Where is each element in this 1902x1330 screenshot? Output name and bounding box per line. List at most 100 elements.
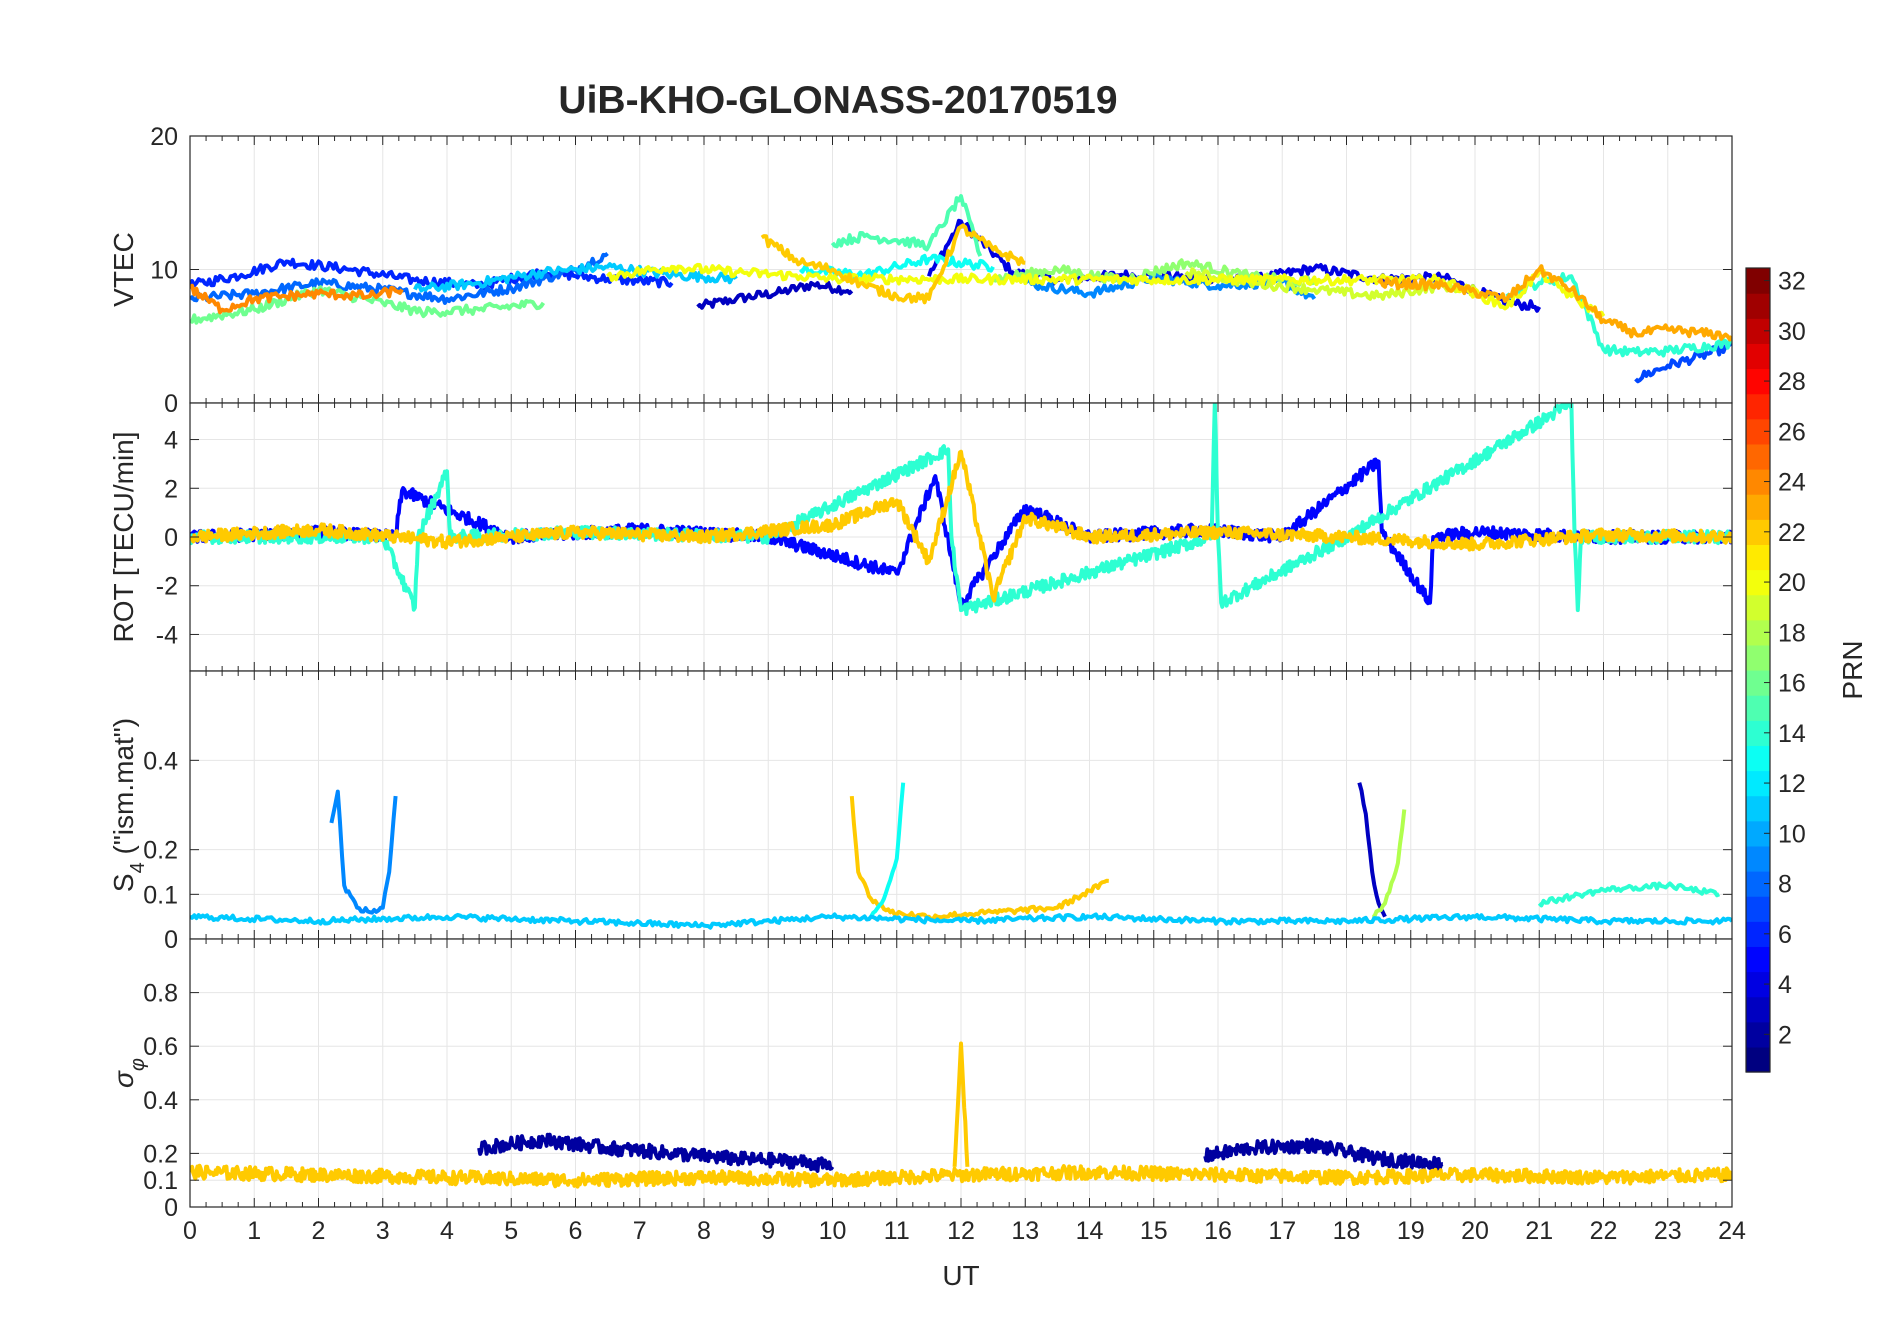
colorbar-tick-label: 32 xyxy=(1778,268,1806,296)
x-tick-label: 12 xyxy=(947,1217,975,1245)
colorbar-tick-label: 10 xyxy=(1778,820,1806,848)
y-tick-label: 4 xyxy=(164,427,178,455)
colorbar-tick-label: 2 xyxy=(1778,1021,1792,1049)
x-tick-label: 6 xyxy=(569,1217,583,1245)
colorbar-swatch xyxy=(1746,1046,1770,1073)
colorbar-swatch xyxy=(1746,393,1770,420)
x-tick-label: 22 xyxy=(1590,1217,1618,1245)
x-tick-label: 17 xyxy=(1268,1217,1296,1245)
colorbar-swatch xyxy=(1746,996,1770,1023)
x-tick-label: 23 xyxy=(1654,1217,1682,1245)
x-tick-label: 14 xyxy=(1076,1217,1104,1245)
series-line-prn-23 xyxy=(1377,264,1732,342)
colorbar-tick-label: 22 xyxy=(1778,519,1806,547)
colorbar-tick-label: 4 xyxy=(1778,971,1792,999)
y-tick-label: 0 xyxy=(164,390,178,418)
colorbar-tick-label: 8 xyxy=(1778,871,1792,899)
colorbar-swatch xyxy=(1746,695,1770,721)
x-tick-label: 15 xyxy=(1140,1217,1168,1245)
colorbar-swatch xyxy=(1746,896,1770,922)
y-axis-label: σφ xyxy=(108,1058,149,1088)
colorbar-swatch xyxy=(1746,644,1770,671)
x-tick-label: 18 xyxy=(1333,1217,1361,1245)
series-group xyxy=(190,403,1732,616)
x-tick-label: 16 xyxy=(1204,1217,1232,1245)
colorbar-swatch xyxy=(1746,494,1770,520)
y-tick-label: 10 xyxy=(150,257,178,285)
x-tick-label: 7 xyxy=(633,1217,647,1245)
y-tick-label: -4 xyxy=(156,621,178,649)
y-tick-label: 2 xyxy=(164,475,178,503)
colorbar-tick-label: 12 xyxy=(1778,770,1806,798)
colorbar-swatch xyxy=(1746,343,1770,370)
x-tick-label: 3 xyxy=(376,1217,390,1245)
x-tick-label: 8 xyxy=(697,1217,711,1245)
y-tick-label: 0.2 xyxy=(143,837,178,865)
series-line-prn-22 xyxy=(849,795,1109,921)
colorbar-swatch xyxy=(1746,745,1770,772)
series-line-prn-22 xyxy=(952,1041,970,1167)
y-tick-label: 0.4 xyxy=(143,1087,178,1115)
colorbar-swatch xyxy=(1746,795,1770,822)
colorbar-tick-label: 26 xyxy=(1778,418,1806,446)
x-tick-label: 4 xyxy=(440,1217,454,1245)
series-line-prn-2 xyxy=(477,1132,835,1173)
colorbar-tick-label: 30 xyxy=(1778,318,1806,346)
s4-panel: 0 0.1 0.2 0.4S4 ("ism.mat") xyxy=(108,670,1733,954)
vtec-panel: 0 10 20 VTEC xyxy=(108,123,1733,418)
colorbar-tick-label: 6 xyxy=(1778,921,1792,949)
x-axis-label: UT xyxy=(942,1260,979,1291)
x-tick-label: 5 xyxy=(504,1217,518,1245)
colorbar-tick-label: 14 xyxy=(1778,720,1806,748)
series-line-prn-15 xyxy=(830,194,983,257)
series-line-prn-13 xyxy=(869,782,906,918)
series-line-prn-22 xyxy=(190,1163,1732,1189)
colorbar-swatch xyxy=(1746,443,1770,470)
y-tick-label: 0.8 xyxy=(143,980,178,1008)
series-line-prn-18 xyxy=(1372,809,1407,919)
x-tick-label: 10 xyxy=(819,1217,847,1245)
colorbar-swatch xyxy=(1746,544,1770,571)
y-tick-label: 0 xyxy=(164,1194,178,1222)
x-tick-label: 21 xyxy=(1525,1217,1553,1245)
y-tick-label: 0.1 xyxy=(143,881,178,909)
series-line-prn-20 xyxy=(606,262,1606,320)
x-tick-label: 1 xyxy=(247,1217,261,1245)
colorbar-tick-label: 18 xyxy=(1778,619,1806,647)
y-tick-label: 0.1 xyxy=(143,1167,178,1195)
x-tick-label: 19 xyxy=(1397,1217,1425,1245)
y-tick-label: 0.2 xyxy=(143,1140,178,1168)
colorbar-tick-label: 28 xyxy=(1778,368,1806,396)
colorbar-tick-label: 16 xyxy=(1778,670,1806,698)
series-line-prn-2 xyxy=(1203,1137,1444,1172)
colorbar-swatch xyxy=(1746,845,1770,872)
series-group xyxy=(190,1041,1732,1189)
y-tick-label: 0 xyxy=(164,524,178,552)
series-line-prn-11 xyxy=(190,912,1732,930)
chart-title: UiB-KHO-GLONASS-20170519 xyxy=(558,79,1117,122)
colorbar-frame xyxy=(1745,267,1771,1073)
x-tick-label: 2 xyxy=(312,1217,326,1245)
x-tick-label: 13 xyxy=(1011,1217,1039,1245)
rot-panel: -4 -2 0 2 4 ROT [TECU/min] xyxy=(108,402,1733,672)
colorbar-swatch xyxy=(1746,946,1770,973)
colorbar-swatch xyxy=(1746,594,1770,621)
y-axis-label: VTEC xyxy=(108,232,139,307)
colorbar-tick-label: 20 xyxy=(1778,569,1806,597)
y-tick-label: 20 xyxy=(150,123,178,151)
colorbar-tick-label: 24 xyxy=(1778,469,1806,497)
series-line-prn-24 xyxy=(190,283,404,315)
y-tick-label: 0 xyxy=(164,926,178,954)
x-tick-label: 24 xyxy=(1718,1217,1746,1245)
x-tick-label: 0 xyxy=(183,1217,197,1245)
series-line-prn-14 xyxy=(1537,881,1721,908)
y-tick-label: 0.4 xyxy=(143,747,178,775)
series-line-prn-9 xyxy=(329,789,398,915)
x-tick-label: 11 xyxy=(884,1217,910,1245)
series-line-prn-22 xyxy=(190,449,1732,603)
series-line-prn-14 xyxy=(190,403,1732,616)
series-line-prn-11 xyxy=(413,262,738,293)
